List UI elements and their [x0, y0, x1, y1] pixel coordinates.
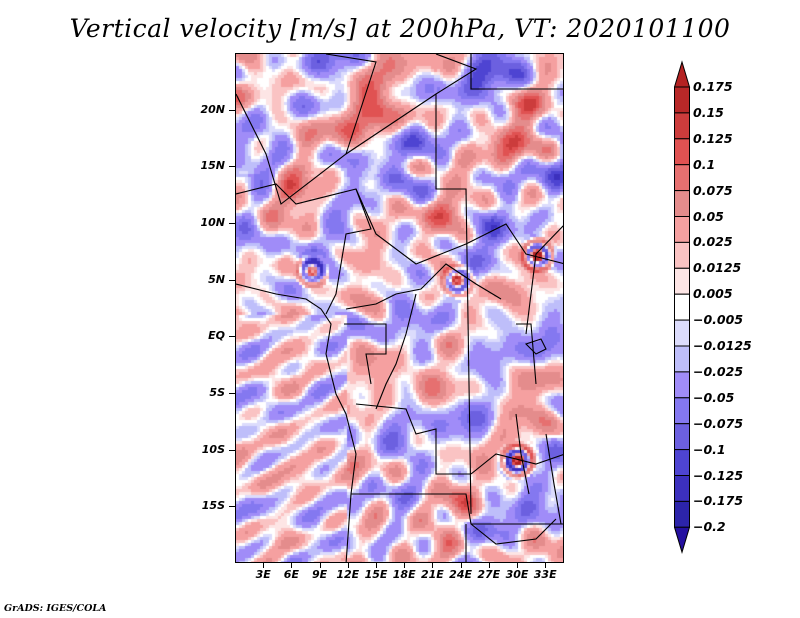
- y-tick: [229, 336, 235, 338]
- country-border-line: [525, 225, 563, 335]
- x-tick-label: 24E: [449, 568, 472, 581]
- country-border-line: [524, 338, 547, 355]
- country-border-line: [345, 263, 502, 310]
- x-tick-label: 6E: [283, 568, 299, 581]
- colorbar-label: 0.15: [693, 104, 724, 120]
- country-border-line: [545, 433, 562, 525]
- colorbar-label: 0.125: [693, 130, 733, 146]
- colorbar-box: [674, 164, 690, 192]
- x-tick: [404, 563, 406, 568]
- country-border-line: [470, 518, 557, 545]
- y-tick: [229, 166, 235, 168]
- colorbar-box: [674, 475, 690, 502]
- y-tick-label: 15S: [201, 499, 225, 513]
- colorbar-label: 0.075: [693, 182, 733, 198]
- colorbar-label: −0.0125: [693, 338, 752, 353]
- country-border-line: [470, 54, 563, 90]
- x-tick: [517, 563, 518, 568]
- colorbar-box: [674, 112, 690, 140]
- x-tick: [432, 563, 434, 568]
- colorbar-label: −0.05: [693, 389, 735, 405]
- x-tick: [545, 563, 547, 568]
- y-tick: [229, 109, 235, 111]
- y-tick-label: 15N: [200, 159, 225, 173]
- colorbar-top-arrow: [674, 60, 691, 88]
- x-tick-label: 9E: [312, 568, 328, 581]
- colorbar-box: [674, 423, 690, 451]
- country-border-line: [375, 293, 417, 410]
- colorbar-label: −0.175: [693, 493, 744, 509]
- y-tick-label: 20N: [200, 102, 225, 116]
- x-tick: [488, 563, 490, 568]
- x-tick-label: 30E: [505, 568, 529, 581]
- colorbar-label: −0.005: [693, 312, 744, 328]
- colorbar-box: [674, 216, 690, 243]
- x-tick-label: 21E: [420, 568, 444, 581]
- colorbar: [674, 60, 691, 555]
- colorbar-box: [674, 86, 690, 114]
- y-tick-label: EQ: [208, 329, 225, 343]
- y-tick-label: 5N: [208, 272, 225, 286]
- y-tick: [229, 506, 235, 508]
- country-border-line: [351, 493, 563, 525]
- country-border-line: [325, 54, 377, 155]
- x-tick-label: 18E: [392, 568, 416, 581]
- colorbar-label: 0.05: [693, 208, 724, 224]
- vertical-velocity-field: [236, 54, 563, 562]
- colorbar-label: 0.005: [693, 286, 733, 302]
- x-tick-label: 12E: [336, 568, 360, 581]
- colorbar-label: 0.025: [693, 234, 733, 250]
- chart-title: Vertical velocity [m/s] at 200hPa, VT: 2…: [69, 14, 731, 43]
- y-tick-label: 5S: [209, 386, 225, 399]
- y-tick: [229, 279, 235, 281]
- colorbar-box: [674, 345, 690, 373]
- x-tick: [347, 563, 349, 568]
- colorbar-box: [674, 500, 690, 528]
- x-tick-label: 33E: [533, 568, 557, 581]
- country-border-line: [515, 413, 530, 495]
- colorbar-box: [674, 449, 690, 477]
- country-border-line: [236, 54, 478, 205]
- colorbar-bottom-arrow: [674, 526, 691, 555]
- x-tick: [376, 563, 377, 568]
- colorbar-label: 0.0125: [693, 260, 742, 276]
- colorbar-box: [674, 190, 690, 218]
- country-border-line: [236, 183, 372, 315]
- colorbar-box: [674, 371, 690, 399]
- country-border-line: [236, 283, 357, 562]
- y-tick: [229, 449, 235, 451]
- colorbar-label: −0.125: [693, 467, 744, 483]
- map-plot-area: [235, 53, 564, 563]
- x-tick-label: 3E: [255, 568, 271, 581]
- colorbar-box: [674, 293, 690, 321]
- grads-credit: GrADS: IGES/COLA: [4, 603, 107, 614]
- colorbar-box: [674, 241, 690, 269]
- country-border-line: [344, 323, 387, 385]
- country-border-line: [355, 188, 563, 265]
- x-tick: [263, 563, 265, 568]
- colorbar-label: −0.2: [693, 519, 726, 535]
- country-border-line: [435, 94, 472, 515]
- country-border-line: [355, 403, 471, 475]
- colorbar-label: −0.025: [693, 363, 744, 379]
- y-tick-label: 10N: [200, 216, 225, 229]
- x-tick: [460, 563, 462, 568]
- y-tick: [229, 393, 235, 394]
- colorbar-label: 0.1: [693, 156, 716, 172]
- x-tick-label: 15E: [364, 568, 388, 581]
- colorbar-box: [674, 138, 690, 166]
- x-tick: [291, 563, 293, 568]
- y-tick-label: 10S: [201, 442, 225, 456]
- x-tick-label: 27E: [477, 568, 501, 581]
- colorbar-label: −0.1: [693, 441, 726, 457]
- colorbar-label: 0.175: [693, 79, 733, 94]
- colorbar-box: [674, 319, 690, 347]
- x-tick: [319, 563, 321, 568]
- colorbar-label: −0.075: [693, 415, 744, 431]
- country-border-line: [516, 323, 537, 385]
- colorbar-box: [674, 267, 690, 295]
- country-borders: [236, 54, 563, 562]
- colorbar-box: [674, 397, 690, 425]
- y-tick: [229, 223, 235, 224]
